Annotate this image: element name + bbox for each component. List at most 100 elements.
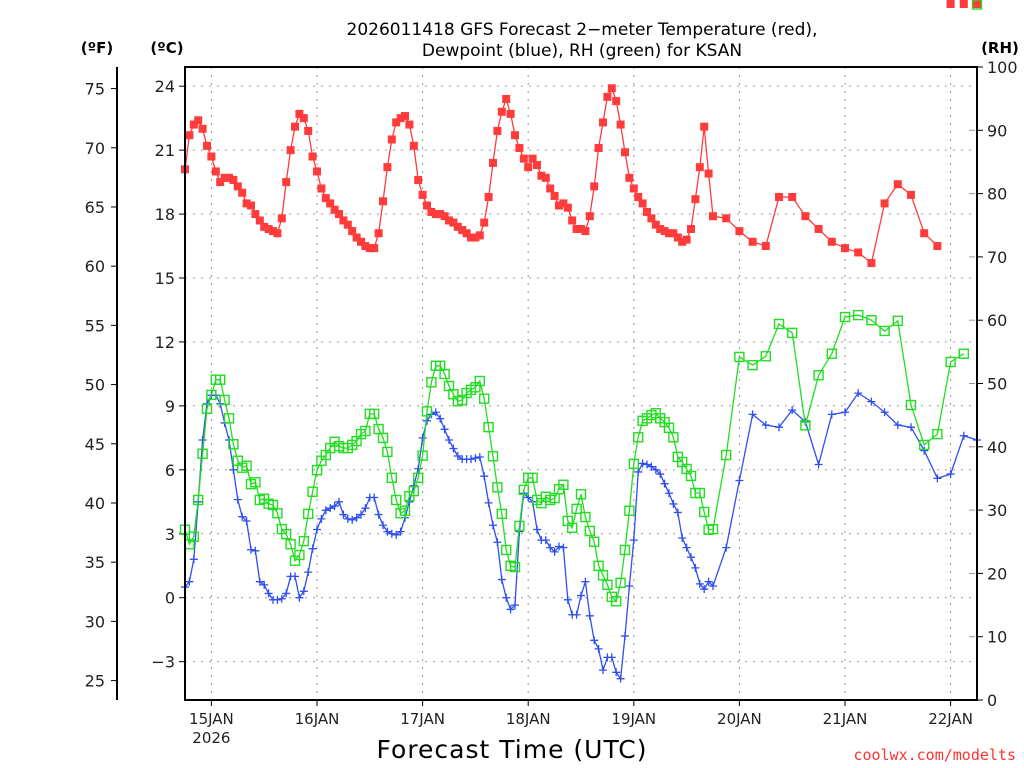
dewpoint-point: [563, 595, 572, 604]
rh-point: [699, 506, 710, 518]
dewpoint-point: [374, 510, 383, 519]
rh-point: [298, 535, 309, 547]
dewpoint-point: [493, 538, 502, 547]
2-meter-temperature-point: [357, 237, 365, 246]
dewpoint-point: [467, 455, 475, 464]
dewpoint-point: [577, 591, 585, 600]
time-tick-label: 19JAN: [611, 710, 656, 728]
2-meter-temperature-point: [550, 191, 559, 200]
dewpoint-point: [722, 543, 731, 552]
2-meter-temperature-point: [647, 214, 656, 223]
dewpoint-point: [409, 481, 418, 490]
time-tick-label: 20JAN: [717, 710, 762, 728]
dewpoint-point: [656, 470, 665, 479]
rh-tick-label: 80: [987, 185, 1007, 204]
2-meter-temperature-point: [299, 114, 308, 123]
dewpoint-point: [748, 410, 757, 419]
dewpoint-point: [546, 543, 555, 552]
rh-point: [580, 511, 591, 523]
fahrenheit-tick-label: 40: [85, 494, 105, 513]
2-meter-temperature-point: [854, 248, 863, 257]
dewpoint-point: [260, 580, 269, 589]
dewpoint-point: [559, 543, 568, 552]
dewpoint-point: [255, 577, 264, 586]
2-meter-temperature-point: [590, 182, 599, 191]
2-meter-temperature-point: [502, 94, 511, 103]
dewpoint-point: [607, 653, 616, 662]
rh-point: [567, 522, 578, 534]
dewpoint-point: [511, 601, 519, 610]
rh-point: [479, 393, 490, 404]
dewpoint-point: [555, 542, 563, 551]
rh-point: [773, 318, 785, 330]
dewpoint-point: [317, 514, 326, 523]
2-meter-temperature-point: [775, 193, 783, 202]
2-meter-temperature-point: [352, 233, 361, 242]
fahrenheit-tick-label: 45: [85, 435, 105, 454]
dewpoint-point: [449, 444, 458, 453]
rh-point: [571, 503, 582, 515]
dewpoint-point: [691, 563, 700, 572]
2-meter-temperature-point: [414, 175, 423, 184]
2-meter-temperature-point: [700, 122, 709, 131]
2-meter-temperature-point: [317, 184, 326, 193]
fahrenheit-tick-label: 25: [85, 672, 105, 691]
rh-point: [272, 508, 283, 519]
rh-point: [734, 351, 745, 363]
2-meter-temperature-point: [198, 124, 207, 133]
dewpoint-point: [277, 594, 286, 603]
2-meter-temperature-point: [233, 182, 242, 191]
rh-point: [905, 399, 917, 411]
dewpoint-point: [387, 529, 396, 538]
2-meter-temperature-point: [607, 84, 616, 93]
dewpoint-point: [330, 502, 339, 511]
rh-point: [214, 374, 226, 385]
rh-point: [413, 472, 424, 484]
rh-axis-label: (RH): [981, 39, 1019, 57]
rh-point: [628, 458, 639, 470]
rh-point: [382, 446, 393, 458]
2-meter-temperature-point: [704, 169, 713, 178]
rh-point: [945, 356, 956, 368]
2-meter-temperature-point: [427, 207, 436, 216]
2-meter-temperature-point: [370, 244, 379, 253]
rh-point: [223, 413, 235, 424]
2-meter-temperature-point: [687, 224, 695, 233]
2-meter-temperature-point: [656, 224, 665, 233]
rh-axis: 0 10 20 30 40 50 60 70 80 90 100: [977, 58, 1018, 710]
rh-point: [721, 449, 732, 461]
dewpoint-point: [959, 431, 968, 440]
2-meter-temperature-point: [682, 235, 691, 244]
rh-point: [919, 439, 930, 451]
dewpoint-point: [907, 423, 915, 432]
2-meter-temperature-point: [365, 244, 374, 253]
2-meter-temperature-point: [801, 212, 810, 221]
rh-point: [527, 472, 538, 484]
2-meter-temperature-point: [634, 193, 643, 202]
2-meter-temperature-point: [339, 216, 348, 225]
2-meter-temperature-point: [515, 143, 524, 152]
rh-point: [294, 549, 305, 561]
rh-tick-label: 90: [987, 121, 1007, 140]
rh-point: [633, 432, 644, 443]
dewpoint-point: [541, 536, 550, 545]
dewpoint-point: [581, 577, 590, 586]
2-meter-temperature-point: [625, 173, 634, 182]
dewpoint-point: [814, 460, 823, 469]
dewpoint-point: [893, 421, 902, 430]
2-meter-temperature-point: [361, 242, 370, 251]
2-meter-temperature-point: [423, 201, 431, 210]
credit-link[interactable]: coolwx.com/modelts: [853, 746, 1016, 764]
2-meter-temperature-point: [959, 0, 968, 8]
rh-point: [584, 525, 595, 537]
2-meter-temperature-point: [489, 158, 497, 167]
celsius-tick-label: 18: [155, 205, 175, 224]
dewpoint-point: [502, 593, 511, 602]
fahrenheit-tick-label: 35: [85, 553, 105, 572]
dewpoint-point: [621, 632, 629, 641]
2-meter-temperature-point: [326, 199, 335, 208]
dewpoint-point: [352, 513, 361, 522]
dewpoint-point: [361, 504, 370, 513]
rh-point: [386, 472, 397, 484]
fahrenheit-tick-label: 30: [85, 612, 105, 631]
